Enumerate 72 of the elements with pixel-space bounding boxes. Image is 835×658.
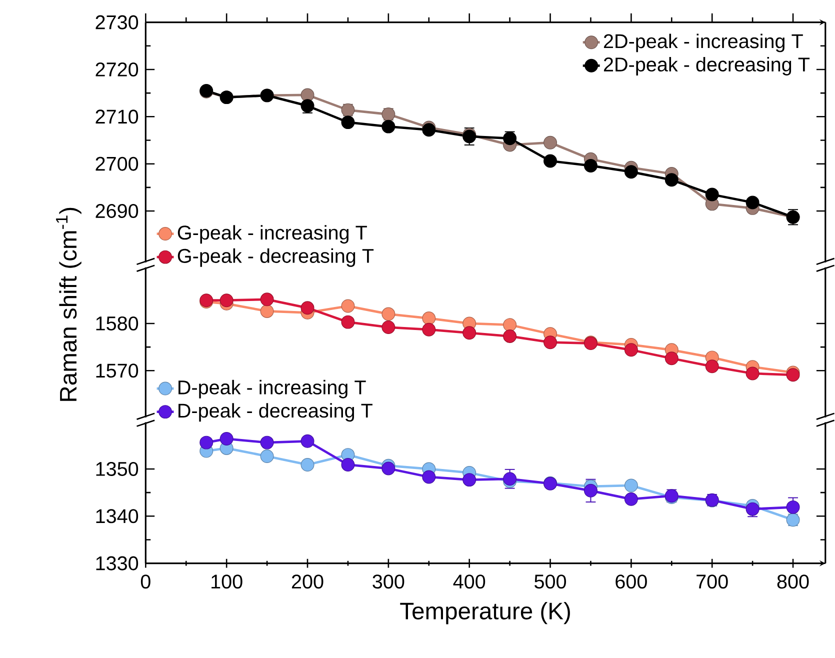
y-axis-title: Raman shift (cm$^{-1}$) [56,208,82,401]
point [220,293,234,307]
legend-label: D-peak - increasing T [178,380,366,398]
y-tick-label: 2690 [96,204,138,218]
y-tick-label: 1330 [96,556,138,570]
point [300,98,314,112]
point [705,188,719,202]
y-tick-label: 2730 [96,15,138,30]
point [220,432,234,446]
point [341,315,355,329]
point [300,434,314,448]
x-axis-title: Temperature (K) [400,602,570,624]
point [260,292,274,306]
point [422,311,436,325]
legend-label: 2D-peak - increasing T [604,33,803,52]
point [300,88,314,102]
point [664,351,678,365]
point [260,436,274,450]
point [624,164,638,178]
point [382,462,396,476]
legend-label: G-peak - decreasing T [178,248,374,267]
y-tick-label: 2720 [96,62,138,76]
point [341,299,355,313]
point [503,329,517,343]
point [544,136,558,150]
point [624,478,638,492]
legend-label: 2D-peak - decreasing T [604,56,810,76]
y-tick-label: 1340 [96,508,138,523]
legend-label: G-peak - increasing T [178,224,367,244]
point [422,470,436,484]
x-tick-label: 400 [453,574,486,588]
y-tick-label: 2710 [96,109,138,124]
point [260,449,274,463]
x-tick-label: 100 [212,574,242,588]
legend-label: D-peak - decreasing T [178,402,372,422]
point [382,307,396,321]
point [260,304,274,318]
point [786,500,800,514]
x-tick-label: 500 [534,574,566,588]
point [462,472,476,486]
y-tick-label: 1570 [96,363,138,378]
point [503,318,517,332]
x-tick-label: 0 [140,574,150,588]
x-tick-label: 200 [292,574,324,588]
y-tick-label: 1580 [96,316,138,330]
point [624,342,638,356]
point [503,131,517,145]
point [664,172,678,186]
point [300,458,314,472]
point [462,326,476,340]
x-tick-label: 800 [777,574,809,588]
point [200,436,214,450]
point [503,472,517,486]
point [705,359,719,373]
x-tick-label: 700 [696,574,728,588]
x-tick-label: 600 [616,574,647,588]
point [341,458,355,472]
point [544,154,558,168]
point [300,300,314,314]
point [544,335,558,349]
point [382,120,396,134]
point [746,196,760,210]
point [746,366,760,380]
point [624,492,638,506]
point [584,158,598,172]
point [382,320,396,334]
point [341,115,355,129]
x-tick-label: 300 [372,574,404,588]
point [422,322,436,336]
point [584,484,598,498]
y-tick-label: 1350 [96,462,138,476]
y-tick-label: 2700 [96,156,138,171]
